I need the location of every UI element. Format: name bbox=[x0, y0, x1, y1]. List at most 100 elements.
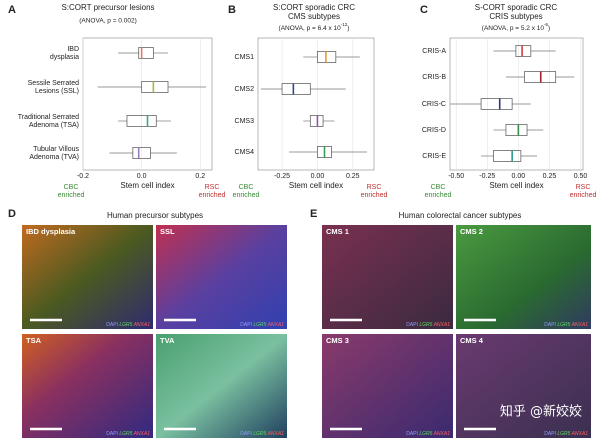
panel-letter: A bbox=[8, 4, 16, 16]
stain-legend: DAPI LGR5 ANXA1 bbox=[544, 322, 588, 328]
chart-subtitle: (ANOVA, p = 0.002) bbox=[79, 18, 137, 25]
panel-letter: D bbox=[8, 208, 16, 220]
image-label: TSA bbox=[26, 336, 42, 345]
x-tick-label: 0.00 bbox=[512, 173, 526, 180]
y-tick-label: Adenoma (TSA) bbox=[29, 122, 79, 129]
micrograph bbox=[456, 334, 591, 438]
plot-area bbox=[257, 37, 375, 171]
x-tick-label: 0.0 bbox=[137, 173, 147, 180]
micrograph bbox=[22, 225, 153, 329]
chart-subtitle: CRIS subtypes bbox=[489, 12, 542, 21]
cbc-note: CBC bbox=[431, 184, 446, 191]
cbc-note: enriched bbox=[233, 192, 260, 199]
y-tick-label: Adenoma (TVA) bbox=[29, 154, 79, 161]
stain-name: LGR5 bbox=[419, 322, 433, 328]
box bbox=[281, 83, 311, 95]
y-tick-label: dysplasia bbox=[50, 54, 79, 61]
cbc-note: CBC bbox=[239, 184, 254, 191]
y-tick-label: Sessile Serrated bbox=[28, 80, 79, 87]
y-tick-label: Traditional Serrated bbox=[18, 114, 79, 121]
box bbox=[132, 147, 151, 159]
image-label: CMS 2 bbox=[460, 227, 483, 236]
y-tick-label: Lesions (SSL) bbox=[35, 88, 79, 95]
stain-name: DAPI bbox=[106, 431, 119, 437]
y-tick-label: CMS3 bbox=[235, 118, 255, 125]
stain-legend: DAPI LGR5 ANXA1 bbox=[106, 431, 150, 437]
x-axis-label: Stem cell index bbox=[489, 181, 543, 190]
box bbox=[480, 98, 513, 110]
anova-text: (ANOVA, p = 6.4 x 10 bbox=[279, 25, 342, 32]
stain-name: DAPI bbox=[544, 322, 557, 328]
box bbox=[515, 45, 532, 57]
stain-legend: DAPI LGR5 ANXA1 bbox=[406, 322, 450, 328]
stain-name: LGR5 bbox=[253, 322, 267, 328]
panel-letter: E bbox=[310, 208, 317, 220]
x-axis-label: Stem cell index bbox=[120, 181, 174, 190]
stain-name: ANXA1 bbox=[433, 322, 451, 328]
stain-name: ANXA1 bbox=[433, 431, 451, 437]
panel-letter: B bbox=[228, 4, 236, 16]
anova: (ANOVA, p = 5.2 x 10-6) bbox=[482, 22, 550, 32]
image-label: CMS 1 bbox=[326, 227, 349, 236]
anova-exponent: -12 bbox=[341, 22, 348, 27]
stain-name: DAPI bbox=[406, 322, 419, 328]
chart-title: S:CORT precursor lesions bbox=[61, 3, 154, 12]
panel-letter: C bbox=[420, 4, 428, 16]
stain-name: LGR5 bbox=[119, 322, 133, 328]
stain-name: DAPI bbox=[106, 322, 119, 328]
stain-name: ANXA1 bbox=[267, 322, 285, 328]
y-tick-label: CMS1 bbox=[235, 54, 255, 61]
y-tick-label: CRIS-A bbox=[422, 48, 446, 55]
x-tick-label: -0.2 bbox=[77, 173, 89, 180]
anova-end: ) bbox=[548, 25, 550, 32]
stain-name: ANXA1 bbox=[267, 431, 285, 437]
stain-name: ANXA1 bbox=[571, 431, 589, 437]
stain-name: LGR5 bbox=[419, 431, 433, 437]
box bbox=[138, 47, 154, 59]
anova-end: ) bbox=[347, 25, 349, 32]
micrograph bbox=[22, 334, 153, 438]
panel-title: Human colorectal cancer subtypes bbox=[399, 211, 522, 220]
stain-legend: DAPI LGR5 ANXA1 bbox=[106, 322, 150, 328]
stain-name: LGR5 bbox=[119, 431, 133, 437]
cbc-note: CBC bbox=[64, 184, 79, 191]
y-tick-label: CMS2 bbox=[235, 86, 255, 93]
x-tick-label: -0.25 bbox=[274, 173, 290, 180]
y-tick-label: CRIS-E bbox=[422, 153, 446, 160]
anova-exponent: -6 bbox=[544, 22, 548, 27]
x-tick-label: -0.50 bbox=[448, 173, 464, 180]
image-label: CMS 4 bbox=[460, 336, 484, 345]
y-tick-label: CRIS-B bbox=[422, 74, 446, 81]
micrograph bbox=[322, 334, 453, 438]
x-tick-label: 0.25 bbox=[543, 173, 557, 180]
image-label: SSL bbox=[160, 227, 175, 236]
cbc-note: enriched bbox=[58, 192, 85, 199]
x-tick-label: 0.25 bbox=[346, 173, 360, 180]
stain-name: DAPI bbox=[240, 322, 253, 328]
stain-name: DAPI bbox=[406, 431, 419, 437]
stain-name: ANXA1 bbox=[571, 322, 589, 328]
x-axis-label: Stem cell index bbox=[289, 181, 343, 190]
image-label: CMS 3 bbox=[326, 336, 349, 345]
anova-text: (ANOVA, p = 5.2 x 10 bbox=[482, 25, 545, 32]
image-label: TVA bbox=[160, 336, 175, 345]
y-tick-label: Tubular Villous bbox=[33, 146, 79, 153]
box bbox=[505, 124, 528, 136]
anova: (ANOVA, p = 6.4 x 10-12) bbox=[279, 22, 350, 32]
cbc-note: enriched bbox=[425, 192, 452, 199]
y-tick-label: CMS4 bbox=[235, 149, 255, 156]
stain-legend: DAPI LGR5 ANXA1 bbox=[240, 322, 284, 328]
stain-legend: DAPI LGR5 ANXA1 bbox=[240, 431, 284, 437]
stain-legend: DAPI LGR5 ANXA1 bbox=[406, 431, 450, 437]
x-tick-label: 0.00 bbox=[311, 173, 325, 180]
chart-title: S:CORT sporadic CRC bbox=[273, 3, 355, 12]
chart-subtitle: CMS subtypes bbox=[288, 12, 340, 21]
rsc-note: RSC bbox=[576, 184, 591, 191]
panel-title: Human precursor subtypes bbox=[107, 211, 203, 220]
rsc-note: enriched bbox=[199, 192, 226, 199]
stain-name: ANXA1 bbox=[133, 431, 151, 437]
y-tick-label: CRIS-D bbox=[422, 127, 446, 134]
box bbox=[126, 115, 157, 127]
micrograph bbox=[456, 225, 591, 329]
